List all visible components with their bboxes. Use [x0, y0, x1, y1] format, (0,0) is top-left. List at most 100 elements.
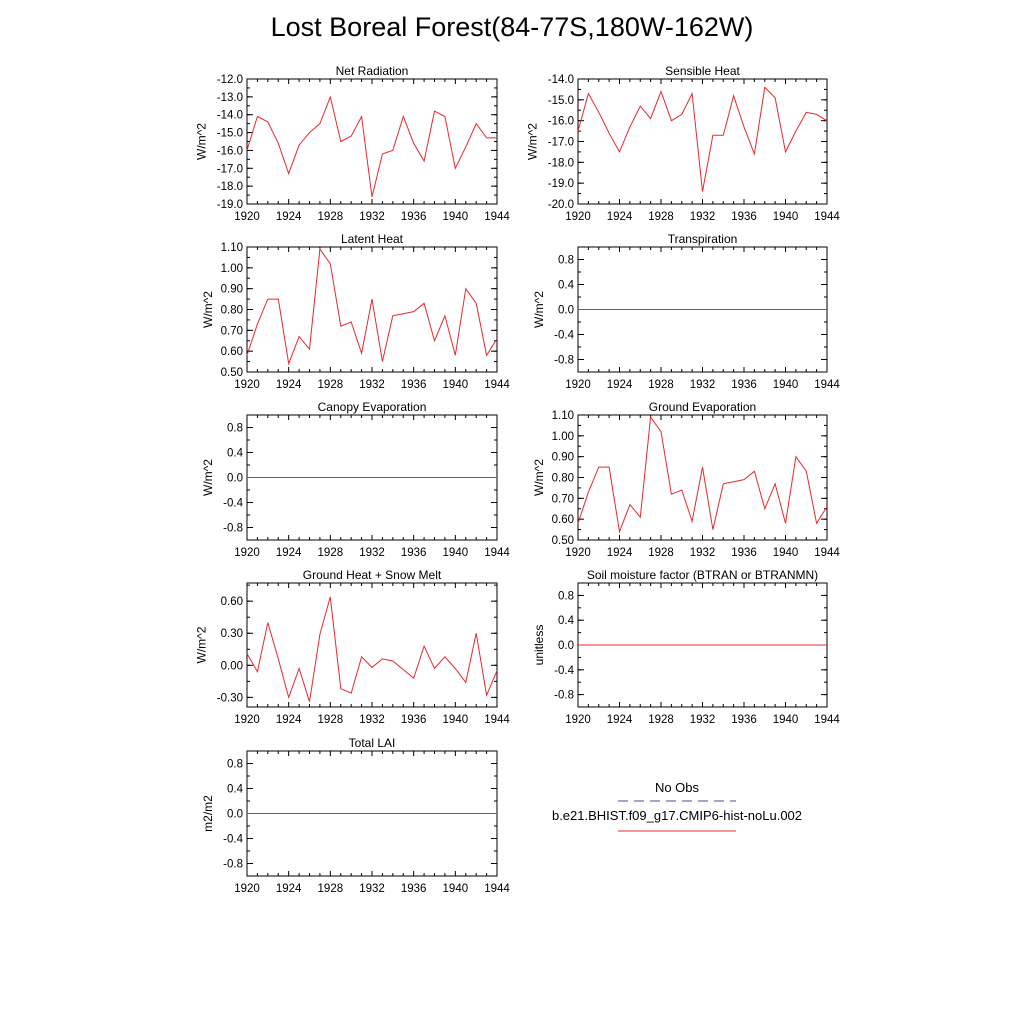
y-tick-label-ground-evaporation: 1.10: [552, 410, 574, 422]
x-tick-label-ground-evaporation: 1924: [607, 547, 633, 559]
x-tick-label-total-lai: 1924: [276, 883, 302, 895]
y-tick-label-transpiration: 0.8: [558, 255, 574, 267]
y-tick-label-ground-evaporation: 0.70: [552, 493, 574, 505]
panel-net-radiation: Net Radiation 1920 1924 1928 1932 1936 1940 194…: [195, 64, 511, 223]
x-tick-label-sensible-heat: 1928: [648, 211, 674, 223]
y-axis-label-ground-evaporation: W/m^2: [532, 459, 546, 496]
y-tick-label-sensible-heat: -17.0: [548, 137, 574, 149]
y-tick-label-transpiration: -0.8: [554, 355, 574, 367]
y-tick-label-net-radiation: -17.0: [217, 163, 243, 175]
series-line-ground-evaporation-0: [577, 415, 828, 534]
y-tick-label-latent-heat: 1.10: [221, 242, 243, 254]
x-tick-label-sensible-heat: 1940: [773, 211, 799, 223]
y-tick-label-total-lai: 0.0: [227, 809, 243, 821]
y-tick-label-soil-moisture-factor-btran-or-btranmn: -0.8: [554, 690, 574, 702]
x-tick-label-total-lai: 1944: [484, 883, 510, 895]
y-axis-label-transpiration: W/m^2: [532, 291, 546, 328]
panel-title-ground-heat-snow-melt: Ground Heat + Snow Melt: [303, 568, 442, 582]
y-tick-label-canopy-evaporation: 0.0: [227, 473, 243, 485]
y-axis-label-ground-heat-snow-melt: W/m^2: [195, 626, 209, 663]
y-tick-label-ground-evaporation: 0.80: [552, 473, 574, 485]
y-tick-label-latent-heat: 0.60: [221, 346, 243, 358]
x-tick-label-soil-moisture-factor-btran-or-btranmn: 1940: [773, 714, 799, 726]
x-tick-label-latent-heat: 1928: [318, 379, 344, 391]
x-tick-label-latent-heat: 1944: [484, 379, 510, 391]
x-tick-label-canopy-evaporation: 1940: [443, 547, 469, 559]
legend-label-model-run: b.e21.BHIST.f09_g17.CMIP6-hist-noLu.002: [552, 808, 802, 823]
y-tick-label-sensible-heat: -16.0: [548, 116, 574, 128]
y-tick-label-net-radiation: -15.0: [217, 128, 243, 140]
y-tick-label-transpiration: -0.4: [554, 330, 574, 342]
y-tick-label-latent-heat: 0.70: [221, 325, 243, 337]
y-tick-label-net-radiation: -14.0: [217, 110, 243, 122]
x-tick-label-canopy-evaporation: 1924: [276, 547, 302, 559]
y-tick-label-soil-moisture-factor-btran-or-btranmn: 0.4: [558, 615, 575, 627]
y-axis-label-sensible-heat: W/m^2: [526, 123, 540, 160]
y-tick-label-ground-heat-snow-melt: 0.00: [221, 660, 243, 672]
plot-frame-latent-heat: [246, 246, 498, 373]
panel-soil-moisture-factor-btran-or-btranmn: Soil moisture factor (BTRAN or BTRANMN) 1…: [532, 568, 841, 726]
y-tick-label-canopy-evaporation: -0.8: [223, 523, 243, 535]
x-tick-label-latent-heat: 1920: [234, 379, 260, 391]
x-tick-label-ground-evaporation: 1944: [814, 547, 840, 559]
series-line-latent-heat-0: [246, 247, 498, 366]
y-tick-label-transpiration: 0.0: [558, 305, 574, 317]
y-tick-label-total-lai: -0.4: [223, 834, 243, 846]
x-tick-label-net-radiation: 1928: [318, 211, 344, 223]
y-tick-label-ground-heat-snow-melt: 0.60: [221, 596, 243, 608]
x-tick-label-canopy-evaporation: 1936: [401, 547, 427, 559]
x-tick-label-ground-heat-snow-melt: 1940: [443, 714, 469, 726]
x-tick-label-total-lai: 1928: [318, 883, 344, 895]
y-tick-label-net-radiation: -19.0: [217, 199, 243, 211]
x-tick-label-sensible-heat: 1924: [607, 211, 633, 223]
y-tick-label-total-lai: -0.8: [223, 859, 243, 871]
x-tick-label-ground-heat-snow-melt: 1936: [401, 714, 427, 726]
panel-title-latent-heat: Latent Heat: [341, 232, 404, 246]
x-tick-label-canopy-evaporation: 1944: [484, 547, 510, 559]
panel-latent-heat: Latent Heat 1920 1924 1928 1932 1936 1940 1944 0…: [201, 232, 511, 391]
x-tick-label-sensible-heat: 1936: [731, 211, 757, 223]
y-tick-label-ground-heat-snow-melt: 0.30: [221, 628, 243, 640]
x-tick-label-soil-moisture-factor-btran-or-btranmn: 1944: [814, 714, 840, 726]
x-tick-label-latent-heat: 1924: [276, 379, 302, 391]
legend: No Obs b.e21.BHIST.f09_g17.CMIP6-hist-no…: [552, 780, 802, 832]
x-tick-label-transpiration: 1920: [565, 379, 591, 391]
x-tick-label-soil-moisture-factor-btran-or-btranmn: 1920: [565, 714, 591, 726]
x-tick-label-canopy-evaporation: 1920: [234, 547, 260, 559]
x-tick-label-sensible-heat: 1932: [690, 211, 716, 223]
y-tick-label-total-lai: 0.4: [227, 784, 244, 796]
y-tick-label-net-radiation: -16.0: [217, 145, 243, 157]
panel-ground-heat-snow-melt: Ground Heat + Snow Melt 1920 1924 1928 1932 1…: [195, 568, 511, 726]
y-tick-label-total-lai: 0.8: [227, 759, 243, 771]
y-tick-label-ground-evaporation: 0.90: [552, 452, 574, 464]
y-axis-label-canopy-evaporation: W/m^2: [201, 459, 215, 496]
x-tick-label-transpiration: 1936: [731, 379, 757, 391]
x-tick-label-transpiration: 1924: [607, 379, 633, 391]
x-tick-label-ground-evaporation: 1928: [648, 547, 674, 559]
panel-title-soil-moisture-factor-btran-or-btranmn: Soil moisture factor (BTRAN or BTRANMN): [587, 568, 818, 582]
x-tick-label-canopy-evaporation: 1928: [318, 547, 344, 559]
y-axis-label-total-lai: m2/m2: [201, 795, 215, 832]
y-tick-label-canopy-evaporation: 0.4: [227, 448, 244, 460]
series-line-sensible-heat-0: [577, 86, 828, 192]
y-tick-label-transpiration: 0.4: [558, 280, 575, 292]
x-tick-label-transpiration: 1940: [773, 379, 799, 391]
y-tick-label-soil-moisture-factor-btran-or-btranmn: 0.8: [558, 590, 574, 602]
y-tick-label-sensible-heat: -14.0: [548, 74, 574, 86]
x-tick-label-ground-evaporation: 1936: [731, 547, 757, 559]
x-tick-label-total-lai: 1920: [234, 883, 260, 895]
x-tick-label-total-lai: 1940: [443, 883, 469, 895]
x-tick-label-transpiration: 1928: [648, 379, 674, 391]
x-tick-label-net-radiation: 1936: [401, 211, 427, 223]
x-tick-label-net-radiation: 1920: [234, 211, 260, 223]
y-tick-label-canopy-evaporation: 0.8: [227, 423, 243, 435]
x-tick-label-transpiration: 1932: [690, 379, 716, 391]
panel-title-canopy-evaporation: Canopy Evaporation: [318, 400, 427, 414]
x-tick-label-soil-moisture-factor-btran-or-btranmn: 1924: [607, 714, 633, 726]
x-tick-label-ground-heat-snow-melt: 1932: [359, 714, 385, 726]
y-tick-label-latent-heat: 0.80: [221, 305, 243, 317]
x-tick-label-latent-heat: 1940: [443, 379, 469, 391]
y-tick-label-latent-heat: 0.50: [221, 367, 243, 379]
y-tick-label-net-radiation: -12.0: [217, 74, 243, 86]
